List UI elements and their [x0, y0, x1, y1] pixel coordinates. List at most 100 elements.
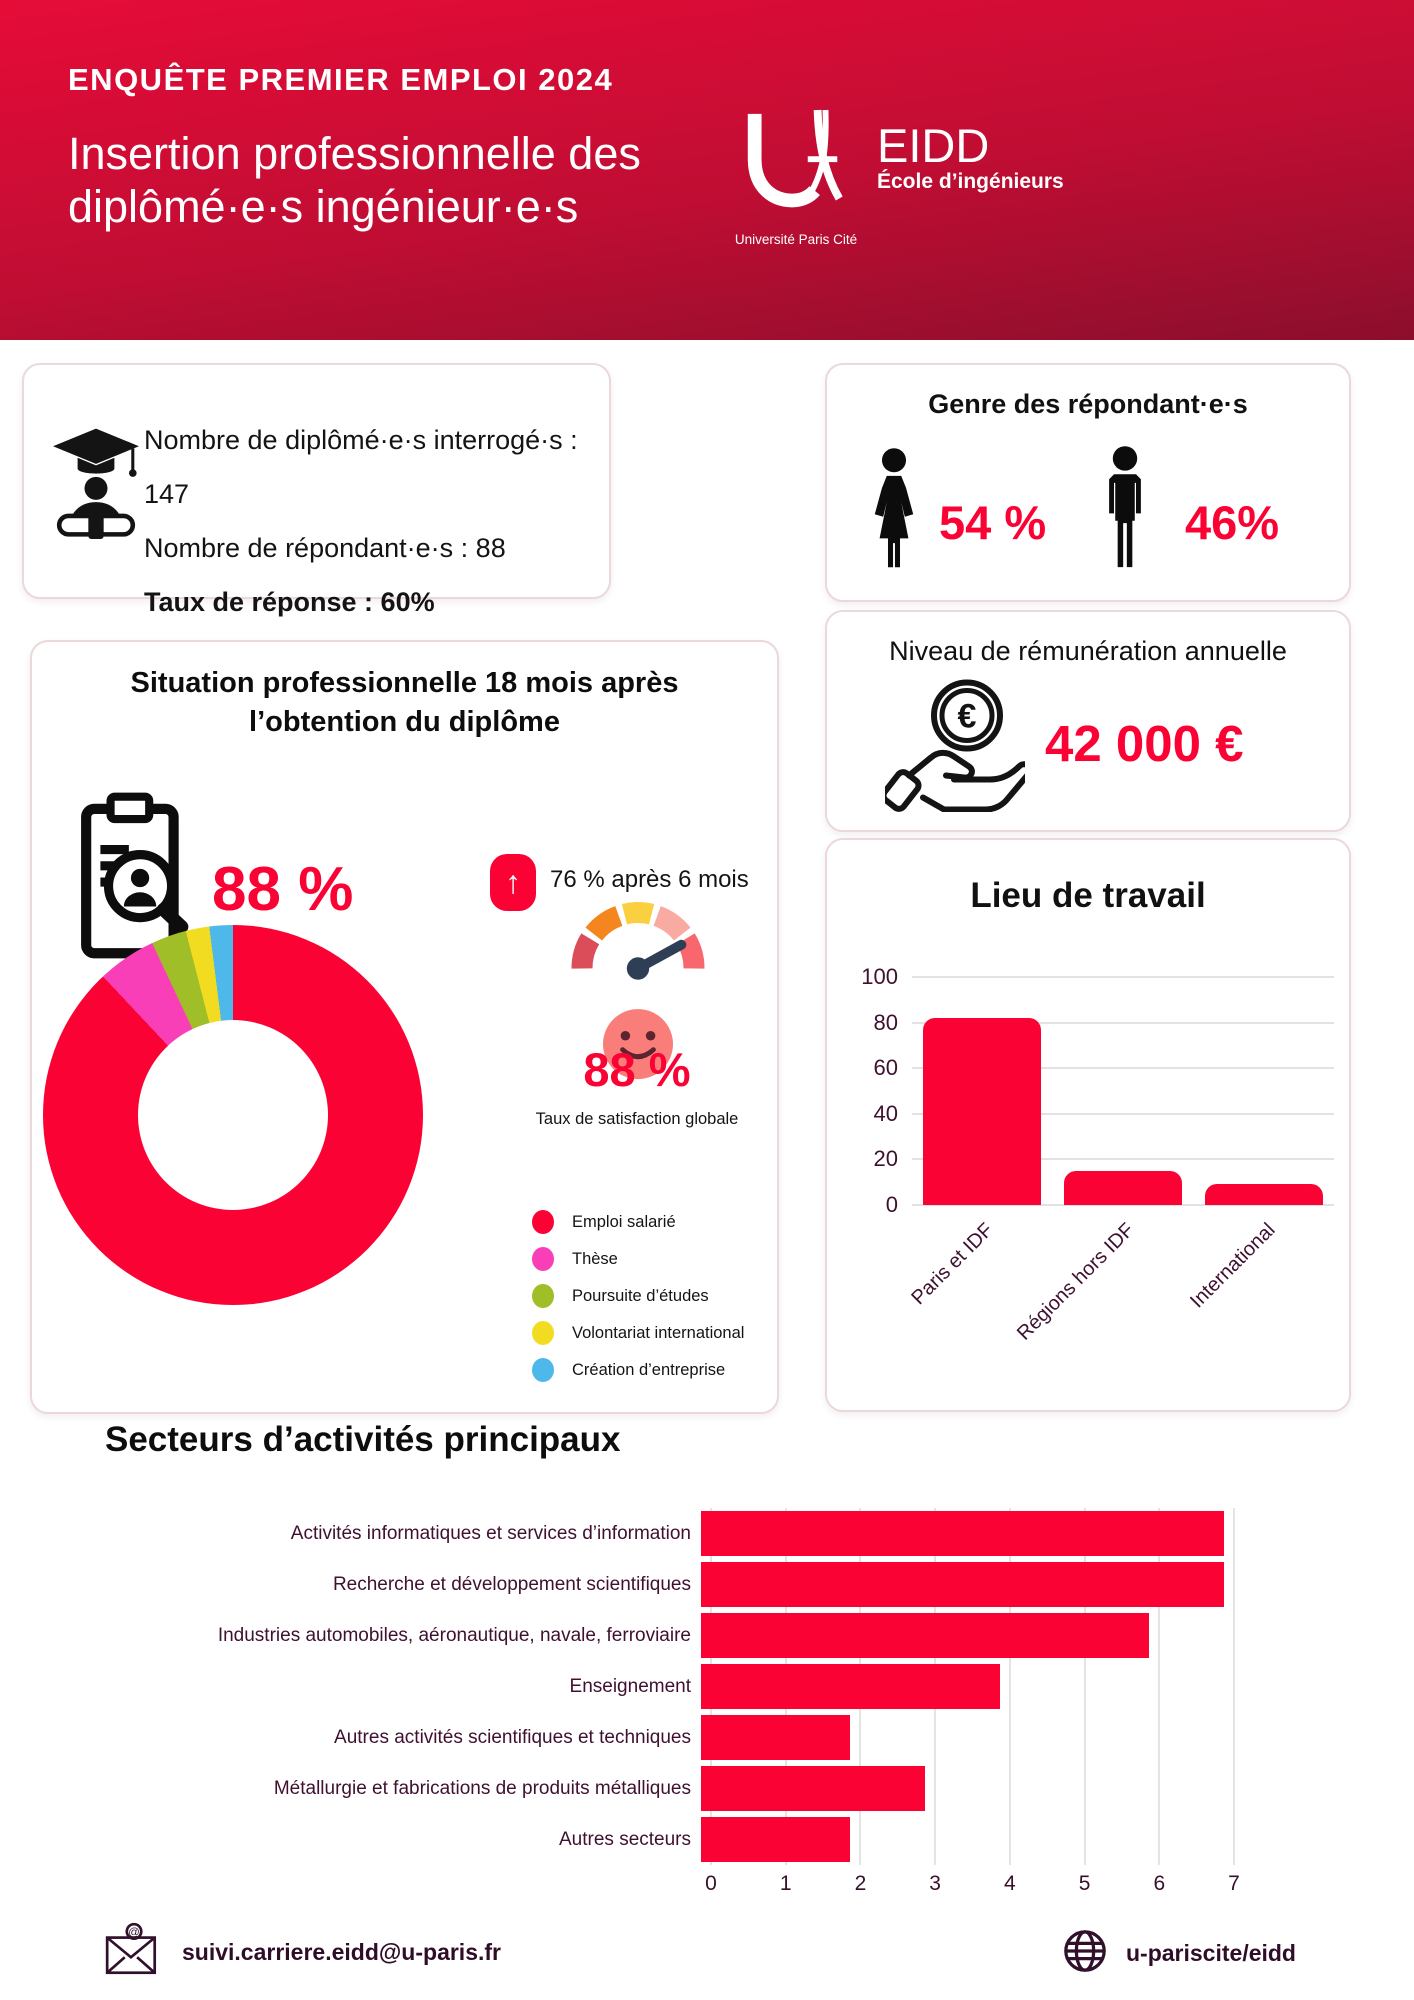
bar [701, 1766, 926, 1811]
y-tick-label: 80 [873, 1009, 898, 1035]
page-title: Insertion professionnelle des diplômé·e·… [68, 128, 641, 233]
bar [701, 1613, 1150, 1658]
sector-label: Industries automobiles, aéronautique, na… [217, 1624, 691, 1646]
website-text: u-pariscite/eidd [1126, 1940, 1296, 1966]
legend-item: Création d’entreprise [532, 1358, 744, 1382]
response-stats-card: Nombre de diplômé·e·s interrogé·s : 147 … [22, 363, 611, 617]
euro-hand-icon: € [880, 674, 1033, 817]
globe-icon [1062, 1928, 1108, 1979]
satisfaction-label: Taux de satisfaction globale [535, 1110, 739, 1128]
situation-title-line1: Situation professionnelle 18 mois après [130, 667, 679, 699]
sector-row: Enseignement [100, 1661, 1234, 1712]
header-banner: ENQUÊTE PREMIER EMPLOI 2024 Insertion pr… [0, 0, 1414, 340]
y-tick-label: 0 [885, 1192, 898, 1217]
sector-label: Activités informatiques et services d’in… [290, 1522, 691, 1544]
y-gridline [912, 1067, 1334, 1070]
salary-card: Niveau de rémunération annuelle € 42 000… [825, 610, 1351, 832]
legend-color-dot [532, 1284, 554, 1308]
sector-label: Métallurgie et fabrications de produits … [273, 1777, 691, 1799]
sector-bar-track [701, 1610, 1224, 1661]
x-gridline [1008, 1508, 1011, 1865]
stat-respondents: Nombre de répondant·e·s : 88 [144, 533, 506, 563]
university-name: Université Paris Cité [734, 232, 858, 247]
satisfaction-gauge-icon [554, 887, 722, 1097]
workplace-card: Lieu de travail 0 20 40 60 80 100 Paris et IDF… [825, 838, 1351, 1412]
page-title-line1: Insertion professionnelle des [68, 128, 641, 179]
sector-bar-track [701, 1763, 1224, 1814]
legend-label: Thèse [572, 1249, 618, 1268]
x-gridline [1233, 1508, 1235, 1865]
sector-row: Industries automobiles, aéronautique, na… [100, 1610, 1234, 1661]
legend-label: Volontariat international [572, 1323, 745, 1342]
sectors-bar-chart: 0 1 2 3 4 5 6 7 Activités informatiques et servi… [100, 1508, 1240, 1908]
sector-row: Métallurgie et fabrications de produits … [100, 1763, 1234, 1814]
sector-row: Recherche et développement scientifiques [100, 1559, 1234, 1610]
legend-item: Volontariat international [532, 1321, 744, 1345]
situation-title-line2: l’obtention du diplôme [249, 706, 560, 739]
donut-hole [138, 1020, 328, 1210]
bar [1204, 1184, 1323, 1205]
bar [923, 1018, 1042, 1205]
employment-rate-value: 88 % [212, 855, 354, 924]
salary-card-title: Niveau de rémunération annuelle [889, 636, 1287, 666]
situation-card-title: Situation professionnelle 18 mois après … [32, 664, 777, 742]
legend-label: Création d’entreprise [572, 1360, 726, 1379]
up-arrow-badge-icon: ↑ [490, 854, 536, 911]
bar [701, 1562, 1224, 1607]
y-gridline [912, 976, 1334, 978]
after-6-months-text: 76 % après 6 mois [550, 866, 749, 893]
legend-label: Emploi salarié [572, 1212, 676, 1231]
school-acronym: EIDD [877, 119, 990, 172]
email-envelope-icon: @ [102, 1922, 164, 1983]
legend-color-dot [532, 1321, 554, 1345]
svg-text:@: @ [128, 1927, 140, 1939]
gender-card: Genre des répondant·e·s 54 % 46% [825, 363, 1351, 602]
woman-icon [865, 447, 923, 577]
legend-item: Emploi salarié [532, 1210, 744, 1234]
x-tick-label: 3 [929, 1872, 941, 1895]
donut-legend: Emploi salarié Thèse Poursuite d’études Vol… [532, 1210, 744, 1395]
sector-row: Autres activités scientifiques et techni… [100, 1712, 1234, 1763]
x-tick-label: 2 [854, 1872, 867, 1895]
male-percentage: 46% [1185, 496, 1280, 549]
job-search-clipboard-icon [76, 790, 198, 971]
stat-interviewed: Nombre de diplômé·e·s interrogé·s : 147 [144, 425, 578, 509]
bar [701, 1664, 1000, 1709]
legend-color-dot [532, 1247, 554, 1271]
sector-bar-track [701, 1814, 1224, 1865]
x-tick-label: 0 [705, 1872, 717, 1895]
graduate-icon [50, 423, 142, 548]
legend-item: Thèse [532, 1247, 744, 1271]
legend-color-dot [532, 1210, 554, 1234]
x-gridline [1083, 1508, 1086, 1865]
situation-card: Situation professionnelle 18 mois après … [30, 640, 779, 1414]
x-tick-label: 4 [1004, 1872, 1016, 1895]
y-tick-label: 40 [873, 1100, 898, 1126]
workplace-chart-title: Lieu de travail [970, 876, 1206, 915]
footer-website: u-pariscite/eidd [1062, 1928, 1296, 1979]
x-tick-label: 5 [1078, 1872, 1091, 1895]
x-gridline [1158, 1508, 1161, 1865]
bar [1064, 1170, 1182, 1205]
legend-label: Poursuite d’études [572, 1286, 709, 1305]
sector-bar-track [701, 1559, 1224, 1610]
response-stats-text: Nombre de diplômé·e·s interrogé·s : 147 … [144, 413, 609, 629]
sector-row: Activités informatiques et services d’in… [100, 1508, 1234, 1559]
sector-bar-track [701, 1712, 1224, 1763]
universite-paris-cite-logo-icon [735, 108, 853, 235]
y-gridline [912, 1112, 1334, 1115]
workplace-bar-chart: 0 20 40 60 80 100 Paris et IDF Régions hors IDF… [861, 964, 1334, 1345]
legend-item: Poursuite d’études [532, 1284, 744, 1308]
page-title-line2: diplômé·e·s ingénieur·e·s [68, 180, 579, 232]
satisfaction-rate-value: 88 % [583, 1043, 691, 1096]
y-gridline [912, 1204, 1334, 1206]
bar [701, 1511, 1224, 1556]
gender-card-title: Genre des répondant·e·s [928, 389, 1248, 419]
school-subtitle: École d’ingénieurs [877, 170, 1064, 193]
legend-color-dot [532, 1358, 554, 1382]
y-tick-label: 60 [873, 1055, 898, 1081]
female-percentage: 54 % [939, 496, 1047, 549]
sector-label: Recherche et développement scientifiques [332, 1573, 691, 1595]
sector-label: Autres activités scientifiques et techni… [334, 1726, 691, 1748]
